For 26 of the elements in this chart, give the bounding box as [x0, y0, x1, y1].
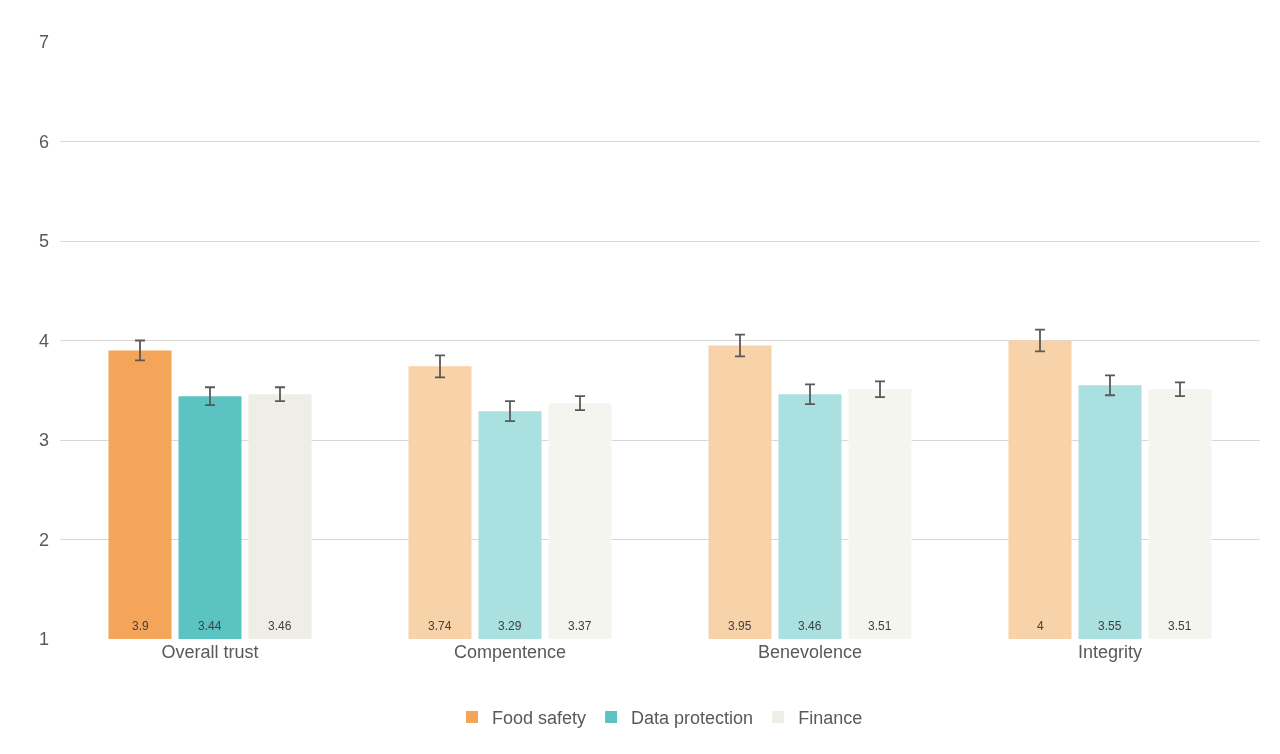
x-tick-label: Integrity [1077, 642, 1143, 662]
data-label: 3.46 [268, 619, 292, 633]
y-tick-label: 5 [38, 231, 49, 252]
data-label: 3.51 [1168, 619, 1192, 633]
data-label: 3.55 [1098, 619, 1122, 633]
legend-label: Food safety [492, 707, 587, 728]
data-label: 3.9 [132, 619, 150, 633]
x-tick-label: Overall trust [161, 642, 259, 662]
data-label: 4 [1037, 619, 1044, 633]
legend-label: Data protection [631, 707, 754, 728]
data-label: 3.29 [498, 619, 522, 633]
data-label: 3.44 [198, 619, 222, 633]
data-label: 3.37 [568, 619, 592, 633]
x-tick-label: Compentence [453, 642, 567, 662]
y-tick-label: 2 [38, 529, 49, 550]
legend-label: Finance [798, 707, 863, 728]
y-tick-label: 4 [38, 330, 49, 351]
data-label: 3.74 [428, 619, 452, 633]
y-tick-label: 6 [38, 131, 49, 152]
data-label: 3.46 [798, 619, 822, 633]
data-label: 3.95 [728, 619, 752, 633]
y-tick-label: 7 [38, 32, 49, 53]
x-tick-label: Benevolence [757, 642, 863, 662]
data-label: 3.51 [868, 619, 892, 633]
y-tick-label: 3 [38, 430, 49, 451]
y-tick-label: 1 [38, 629, 49, 650]
